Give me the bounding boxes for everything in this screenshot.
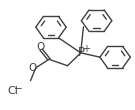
Text: +: + — [82, 44, 90, 54]
Text: O: O — [36, 42, 45, 52]
Text: Cl: Cl — [7, 86, 18, 96]
Text: P: P — [78, 46, 85, 59]
Text: O: O — [28, 63, 37, 73]
Text: −: − — [14, 84, 22, 94]
